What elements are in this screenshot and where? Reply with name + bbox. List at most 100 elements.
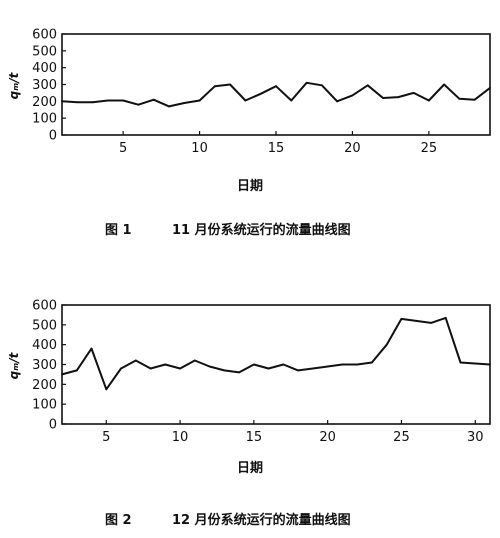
chart-1-data-point xyxy=(152,98,155,101)
chart-2-data-point xyxy=(179,367,182,370)
chart-2-data-point xyxy=(444,317,447,319)
chart-2-data-point xyxy=(341,363,344,366)
chart-1-y-tick-label: 400 xyxy=(32,61,57,76)
chart-2-data-point xyxy=(149,367,152,370)
chart-1-data-point xyxy=(382,97,384,99)
chart-1-x-ticks: 5 10 15 20 25 xyxy=(119,131,437,156)
chart-2-y-tick-label: 200 xyxy=(32,378,57,393)
chart-2-data-point xyxy=(208,365,211,368)
chart-2-data-point xyxy=(326,365,329,368)
chart-2-y-tick-label: 100 xyxy=(32,398,57,413)
chart-2-x-tick-label: 10 xyxy=(172,430,189,445)
chart-1-data-point xyxy=(397,96,400,98)
chart-2-data-point xyxy=(371,361,373,364)
chart-1-data-point xyxy=(168,105,170,108)
chart-2-data-point xyxy=(90,347,93,350)
chart-1-data-point xyxy=(366,84,369,87)
chart-2-data-point xyxy=(238,371,241,374)
chart-2-data-point xyxy=(400,318,403,320)
chart-1-data-point xyxy=(351,94,354,97)
chart-2-data-point xyxy=(223,369,226,372)
chart-1-series xyxy=(61,81,491,108)
chart-2-caption-text: 12 月份系统运行的流量曲线图 xyxy=(172,512,351,528)
chart-1-data-point xyxy=(122,99,124,102)
chart-2-x-tick-label: 30 xyxy=(467,430,484,445)
chart-2-data-point xyxy=(105,388,108,391)
chart-1-x-tick-label: 5 xyxy=(119,141,127,156)
chart-1-data-point xyxy=(275,85,277,88)
chart-1-x-tick-label: 15 xyxy=(268,141,285,156)
chart-1-x-tick-label: 25 xyxy=(421,141,438,156)
chart-1-data-point xyxy=(458,97,461,100)
chart-1-data-point xyxy=(214,85,216,88)
chart-2-y-tick-label: 300 xyxy=(32,358,57,373)
chart-2-x-tick-label: 20 xyxy=(319,430,336,445)
chart-1-data-point xyxy=(137,103,140,106)
chart-2-data-point xyxy=(193,359,196,362)
chart-1-y-tick-label: 500 xyxy=(32,44,57,59)
chart-1-data-point xyxy=(443,83,445,86)
chart-1-plot-frame xyxy=(61,33,491,136)
chart-2-data-point xyxy=(385,343,388,346)
chart-1-data-point xyxy=(76,101,79,104)
chart-2-series xyxy=(61,316,491,391)
chart-2-data-point xyxy=(267,367,270,370)
chart-2-y-ticks: 0 100 200 300 400 500 600 xyxy=(32,299,66,433)
chart-1-data-point xyxy=(290,99,293,102)
chart-2-y-tick-label: 500 xyxy=(32,318,57,333)
chart-1-data-point xyxy=(107,99,109,102)
chart-1-data-point xyxy=(198,99,201,102)
chart-1-caption-text: 11 月份系统运行的流量曲线图 xyxy=(172,222,351,238)
chart-1-data-point xyxy=(244,99,247,102)
chart-2-data-point xyxy=(459,361,462,364)
chart-2-data-point xyxy=(415,320,418,322)
chart-2-x-ticks: 5 10 15 20 25 30 xyxy=(102,420,484,445)
chart-2-x-tick-label: 25 xyxy=(393,430,410,445)
chart-1-y-tick-label: 200 xyxy=(32,95,57,110)
chart-2-data-point xyxy=(75,369,78,372)
chart-2-caption-number: 图 2 xyxy=(105,513,132,528)
chart-2-data-point xyxy=(474,362,477,365)
chart-2-data-point xyxy=(356,363,359,366)
chart-2-y-tick-label: 400 xyxy=(32,338,57,353)
chart-1-data-point xyxy=(428,99,430,102)
chart-2-data-point xyxy=(430,322,432,324)
chart-1-data-point xyxy=(473,98,476,101)
chart-2-x-axis-label: 日期 xyxy=(237,461,263,476)
chart-1-data-point xyxy=(259,92,262,95)
chart-1-y-tick-label: 600 xyxy=(32,28,57,43)
chart-1-y-axis-label: qₘ/t xyxy=(7,71,21,99)
chart-1-data-point xyxy=(61,100,63,103)
chart-1-data-point xyxy=(305,81,308,84)
chart-2-data-point xyxy=(164,363,167,366)
chart-1-data-point xyxy=(229,83,232,86)
chart-2-x-tick-label: 5 xyxy=(102,430,110,445)
chart-2-y-tick-label: 0 xyxy=(49,418,57,433)
chart-2-data-point xyxy=(489,363,491,366)
chart-1-x-tick-label: 20 xyxy=(344,141,361,156)
chart-2-series-line xyxy=(61,316,491,391)
chart-1-data-point xyxy=(489,87,491,89)
chart-2-data-point xyxy=(282,363,285,366)
chart-2-data-point xyxy=(297,369,299,372)
chart-1-x-axis-label: 日期 xyxy=(237,179,263,194)
chart-2-data-point xyxy=(253,363,255,366)
chart-2-data-point xyxy=(61,373,63,376)
chart-2-data-point xyxy=(134,359,137,362)
chart-1-data-point xyxy=(321,84,323,87)
chart-1-data-point xyxy=(336,100,338,103)
chart-2-y-axis-label: qₘ/t xyxy=(7,351,21,379)
chart-2-x-tick-label: 15 xyxy=(246,430,263,445)
chart-1-data-point xyxy=(183,102,186,104)
chart-1-x-tick-label: 10 xyxy=(191,141,208,156)
chart-2-data-point xyxy=(312,367,314,370)
chart-1-data-point xyxy=(91,101,94,104)
chart-1-y-tick-label: 300 xyxy=(32,78,57,93)
chart-2-y-tick-label: 600 xyxy=(32,299,57,314)
chart-1-data-point xyxy=(412,92,415,94)
chart-1-y-tick-label: 0 xyxy=(49,129,57,144)
